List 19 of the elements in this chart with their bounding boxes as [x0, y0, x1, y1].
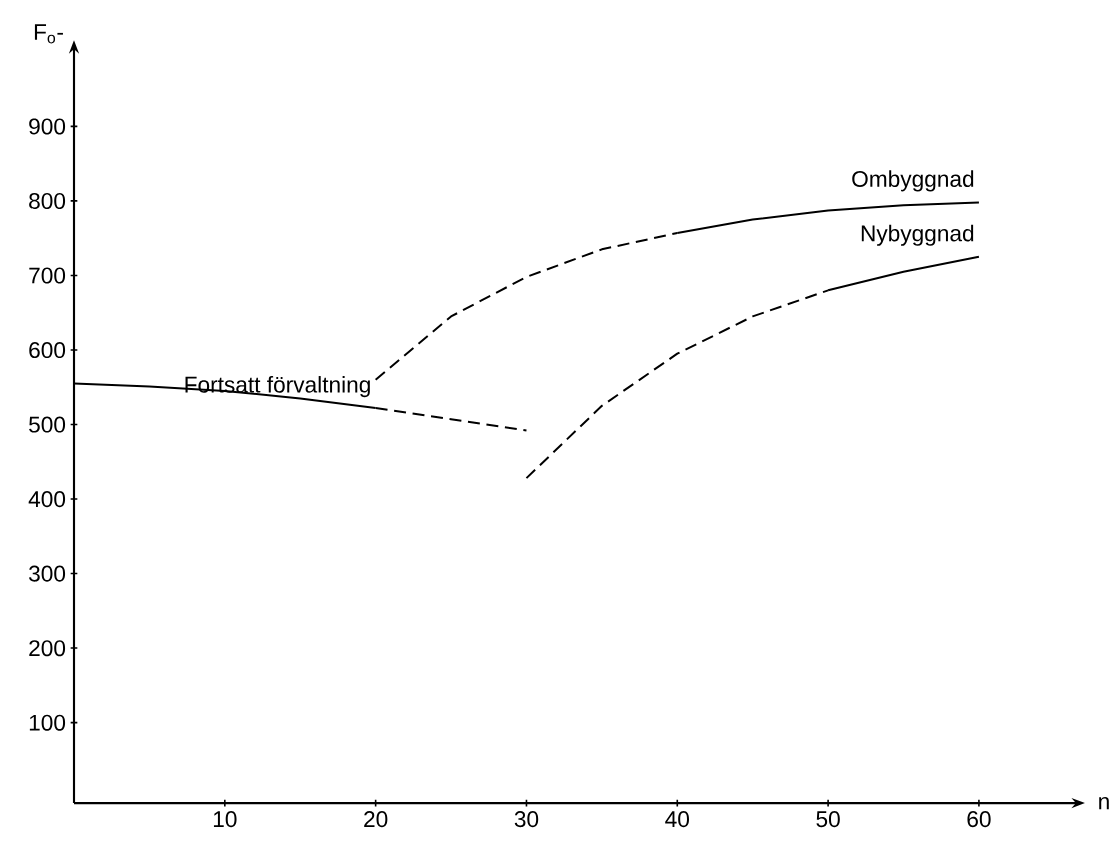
y-tick-label: 500 [29, 416, 66, 433]
series-label: Ombyggnad [852, 170, 974, 192]
y-tick-label: 800 [29, 192, 66, 210]
x-tick-label: 60 [967, 811, 991, 828]
x-tick-label: 30 [514, 811, 539, 828]
y-tick-label: 600 [29, 342, 66, 359]
y-tick-label: 200 [29, 640, 66, 657]
y-axis-title: F$_{o}$- [34, 24, 63, 44]
y-tick-label: 700 [29, 267, 66, 284]
y-tick-label: 900 [29, 118, 66, 135]
x-tick-label: 40 [665, 811, 690, 828]
x-tick-label: 50 [816, 811, 840, 828]
y-tick-label: 300 [29, 565, 66, 582]
x-tick-label: 10 [213, 811, 237, 828]
y-tick-label: 100 [29, 714, 66, 731]
series-label: Nybyggnad [861, 224, 974, 246]
x-tick-label: 20 [364, 811, 388, 828]
y-tick-label: 400 [28, 491, 66, 508]
x-axis-title: n [1099, 796, 1109, 810]
